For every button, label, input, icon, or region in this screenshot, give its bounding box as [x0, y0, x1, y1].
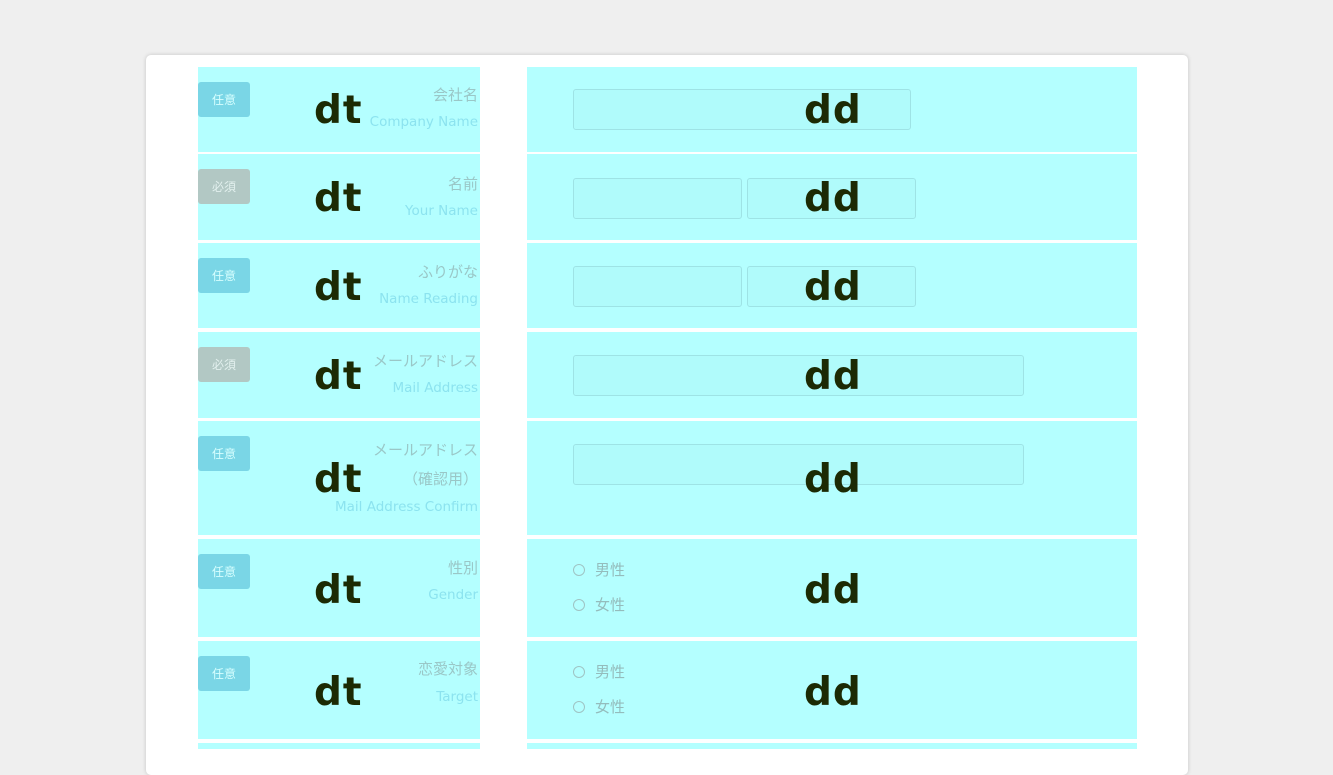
dd-tag-label: dd	[804, 670, 862, 715]
label-reading-en: Name Reading	[379, 291, 478, 307]
dt-tag-label: dt	[314, 354, 363, 399]
mail-address-input[interactable]	[573, 355, 1024, 396]
optional-badge: 任意	[198, 82, 250, 117]
dt-target: 任意 恋愛対象 Target dt	[198, 641, 480, 739]
dd-company: dd	[527, 67, 1137, 152]
company-name-input[interactable]	[573, 89, 911, 130]
label-mail-confirm-en: Mail Address Confirm	[335, 499, 478, 515]
target-option-male[interactable]: 男性	[573, 661, 625, 682]
gender-option-label: 男性	[595, 561, 626, 579]
dt-company: 任意 会社名 Company Name dt	[198, 67, 480, 152]
label-mail-en: Mail Address	[392, 380, 478, 396]
optional-badge: 任意	[198, 258, 250, 293]
dd-mail-confirm: dd	[527, 421, 1137, 535]
optional-badge: 任意	[198, 436, 250, 471]
dt-mail-confirm: 任意 メールアドレス （確認用） Mail Address Confirm dt	[198, 421, 480, 535]
dt-name: 必須 名前 Your Name dt	[198, 154, 480, 240]
dt-mail: 必須 メールアドレス Mail Address dt	[198, 332, 480, 418]
dt-tag-label: dt	[314, 568, 363, 613]
radio-icon[interactable]	[573, 563, 585, 576]
form-row-target: 任意 恋愛対象 Target dt 男性 女性 dd	[198, 641, 1137, 739]
form-row-reading: 任意 ふりがな Name Reading dt dd	[198, 243, 1137, 328]
dt-reading: 任意 ふりがな Name Reading dt	[198, 243, 480, 328]
dt-tag-label: dt	[314, 670, 363, 715]
first-name-input[interactable]	[747, 178, 916, 219]
form-row-company: 任意 会社名 Company Name dt dd	[198, 67, 1137, 152]
form-row-mail: 必須 メールアドレス Mail Address dt dd	[198, 332, 1137, 418]
dd-mail: dd	[527, 332, 1137, 418]
optional-badge: 任意	[198, 554, 250, 589]
dd-tag-label: dd	[804, 265, 862, 310]
dt-tag-label: dt	[314, 457, 363, 502]
dd-tag-label: dd	[804, 457, 862, 502]
last-name-input[interactable]	[573, 178, 742, 219]
label-mail-confirm-ja-line2: （確認用）	[402, 470, 478, 488]
target-option-label: 男性	[595, 663, 626, 681]
label-gender-en: Gender	[428, 587, 478, 603]
label-reading-ja: ふりがな	[417, 263, 478, 281]
mail-confirm-input[interactable]	[573, 444, 1024, 485]
form-row-partial	[198, 743, 1137, 749]
radio-icon[interactable]	[573, 700, 585, 713]
dt-partial	[198, 743, 480, 749]
label-mail-ja: メールアドレス	[372, 352, 478, 370]
gender-option-male[interactable]: 男性	[573, 559, 625, 580]
radio-icon[interactable]	[573, 598, 585, 611]
dd-tag-label: dd	[804, 354, 862, 399]
optional-badge: 任意	[198, 656, 250, 691]
form-row-gender: 任意 性別 Gender dt 男性 女性 dd	[198, 539, 1137, 637]
gender-option-label: 女性	[595, 596, 626, 614]
required-badge: 必須	[198, 347, 250, 382]
required-badge: 必須	[198, 169, 250, 204]
dd-tag-label: dd	[804, 176, 862, 221]
label-target-en: Target	[436, 689, 478, 705]
dd-tag-label: dd	[804, 88, 862, 133]
label-target-ja: 恋愛対象	[417, 660, 478, 678]
dt-tag-label: dt	[314, 265, 363, 310]
dd-partial	[527, 743, 1137, 749]
form-row-name: 必須 名前 Your Name dt dd	[198, 154, 1137, 240]
radio-icon[interactable]	[573, 665, 585, 678]
dd-tag-label: dd	[804, 568, 862, 613]
last-name-reading-input[interactable]	[573, 266, 742, 307]
label-company-ja: 会社名	[432, 86, 478, 104]
label-company-en: Company Name	[369, 114, 478, 130]
dt-gender: 任意 性別 Gender dt	[198, 539, 480, 637]
dt-tag-label: dt	[314, 88, 363, 133]
label-name-ja: 名前	[447, 175, 478, 193]
dd-gender: 男性 女性 dd	[527, 539, 1137, 637]
gender-option-female[interactable]: 女性	[573, 594, 625, 615]
first-name-reading-input[interactable]	[747, 266, 916, 307]
label-gender-ja: 性別	[447, 559, 478, 577]
dd-name: dd	[527, 154, 1137, 240]
dd-reading: dd	[527, 243, 1137, 328]
dd-target: 男性 女性 dd	[527, 641, 1137, 739]
label-name-en: Your Name	[405, 203, 478, 219]
target-option-female[interactable]: 女性	[573, 696, 625, 717]
form-row-mail-confirm: 任意 メールアドレス （確認用） Mail Address Confirm dt…	[198, 421, 1137, 535]
dt-tag-label: dt	[314, 176, 363, 221]
target-option-label: 女性	[595, 698, 626, 716]
label-mail-confirm-ja-line1: メールアドレス	[372, 441, 478, 459]
